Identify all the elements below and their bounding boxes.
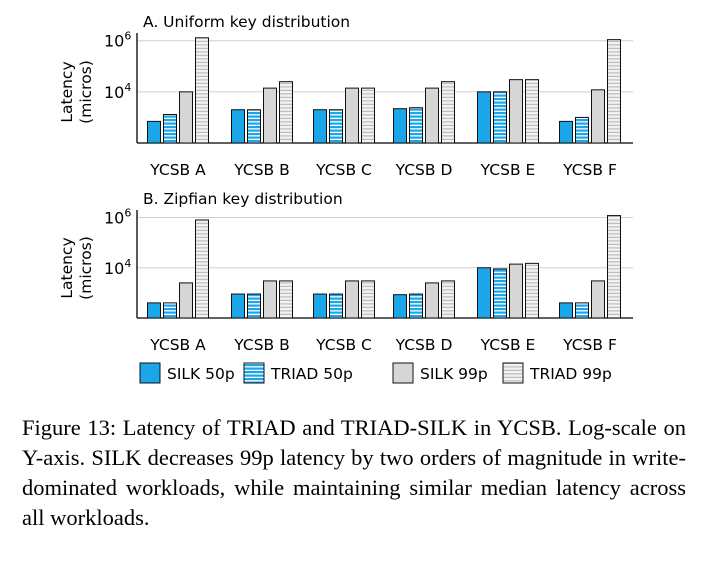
y-axis-label: Latency	[58, 61, 76, 122]
bar-triad-99p	[441, 81, 455, 144]
bar-silk-50p	[231, 109, 245, 144]
legend-label: SILK 99p	[420, 365, 488, 383]
bar-triad-50p	[409, 107, 423, 144]
x-tick-label: YCSB F	[562, 161, 617, 179]
bar-triad-50p	[163, 114, 177, 144]
bar-silk-50p	[147, 302, 161, 319]
legend: SILK 50p TRIAD 50p SILK 99p TRIAD 99p	[139, 362, 612, 384]
bar-triad-99p	[279, 280, 293, 319]
bar-triad-99p	[607, 39, 621, 144]
x-tick-label: YCSB A	[149, 336, 206, 354]
bar-silk-50p	[313, 293, 327, 319]
bar-triad-99p	[361, 87, 375, 144]
y-axis-label: Latency	[58, 237, 76, 298]
x-tick-label: YCSB E	[480, 336, 536, 354]
bar-silk-50p	[393, 294, 407, 319]
legend-swatch	[502, 362, 524, 384]
bar-triad-50p	[409, 293, 423, 319]
x-tick-label: YCSB A	[149, 161, 206, 179]
bar-silk-99p	[425, 87, 439, 144]
legend-label: SILK 50p	[167, 365, 235, 383]
bar-silk-99p	[591, 89, 605, 144]
bar-triad-99p	[279, 81, 293, 144]
y-tick-label: 106	[104, 207, 131, 228]
bar-silk-50p	[231, 293, 245, 319]
bar-silk-99p	[591, 280, 605, 319]
bar-triad-50p	[493, 91, 507, 144]
figure-caption: Figure 13: Latency of TRIAD and TRIAD-SI…	[22, 415, 686, 530]
bar-triad-99p	[607, 215, 621, 319]
bar-triad-99p	[525, 79, 539, 144]
bar-silk-99p	[345, 87, 359, 144]
chart-title: B. Zipfian key distribution	[143, 190, 343, 208]
chart-title: A. Uniform key distribution	[143, 13, 350, 31]
bar-triad-50p	[329, 293, 343, 319]
bar-triad-50p	[329, 109, 343, 144]
bar-silk-50p	[393, 108, 407, 144]
bar-triad-50p	[575, 302, 589, 319]
bar-triad-99p	[525, 262, 539, 319]
bar-silk-50p	[147, 120, 161, 144]
bar-triad-50p	[575, 116, 589, 144]
bar-triad-99p	[195, 37, 209, 144]
bar-triad-50p	[247, 293, 261, 319]
panel-uniform: A. Uniform key distribution Latency (micro…	[58, 13, 633, 179]
x-tick-label: YCSB D	[395, 161, 453, 179]
panel-zipfian: B. Zipfian key distribution Latency (micro…	[58, 190, 633, 354]
legend-label: TRIAD 99p	[529, 365, 612, 383]
bar-silk-99p	[425, 282, 439, 319]
y-tick-label: 104	[104, 81, 131, 102]
bar-silk-99p	[263, 280, 277, 319]
bar-triad-99p	[441, 280, 455, 319]
legend-label: TRIAD 50p	[270, 365, 353, 383]
bar-silk-99p	[345, 280, 359, 319]
y-axis-label: (micros)	[77, 60, 95, 124]
bar-silk-50p	[559, 120, 573, 144]
bar-silk-99p	[509, 263, 523, 319]
y-tick-label: 104	[104, 257, 131, 278]
bar-silk-50p	[477, 267, 491, 319]
x-tick-label: YCSB C	[315, 161, 372, 179]
y-axis-label: (micros)	[77, 236, 95, 300]
x-tick-label: YCSB B	[233, 336, 289, 354]
bar-silk-99p	[179, 91, 193, 144]
bar-silk-99p	[263, 87, 277, 144]
legend-swatch	[243, 362, 265, 384]
y-tick-label: 106	[104, 30, 131, 51]
bar-triad-50p	[247, 109, 261, 144]
bar-triad-99p	[361, 280, 375, 319]
bar-silk-50p	[477, 91, 491, 144]
x-tick-label: YCSB C	[315, 336, 372, 354]
bar-triad-50p	[163, 302, 177, 319]
legend-swatch	[139, 362, 161, 384]
x-tick-label: YCSB B	[233, 161, 289, 179]
x-tick-label: YCSB F	[562, 336, 617, 354]
legend-swatch	[392, 362, 414, 384]
bar-silk-99p	[509, 79, 523, 144]
x-tick-label: YCSB E	[480, 161, 536, 179]
bar-silk-50p	[313, 109, 327, 144]
bar-silk-99p	[179, 282, 193, 319]
bar-silk-50p	[559, 302, 573, 319]
bar-triad-99p	[195, 219, 209, 319]
x-tick-label: YCSB D	[395, 336, 453, 354]
bar-triad-50p	[493, 268, 507, 319]
